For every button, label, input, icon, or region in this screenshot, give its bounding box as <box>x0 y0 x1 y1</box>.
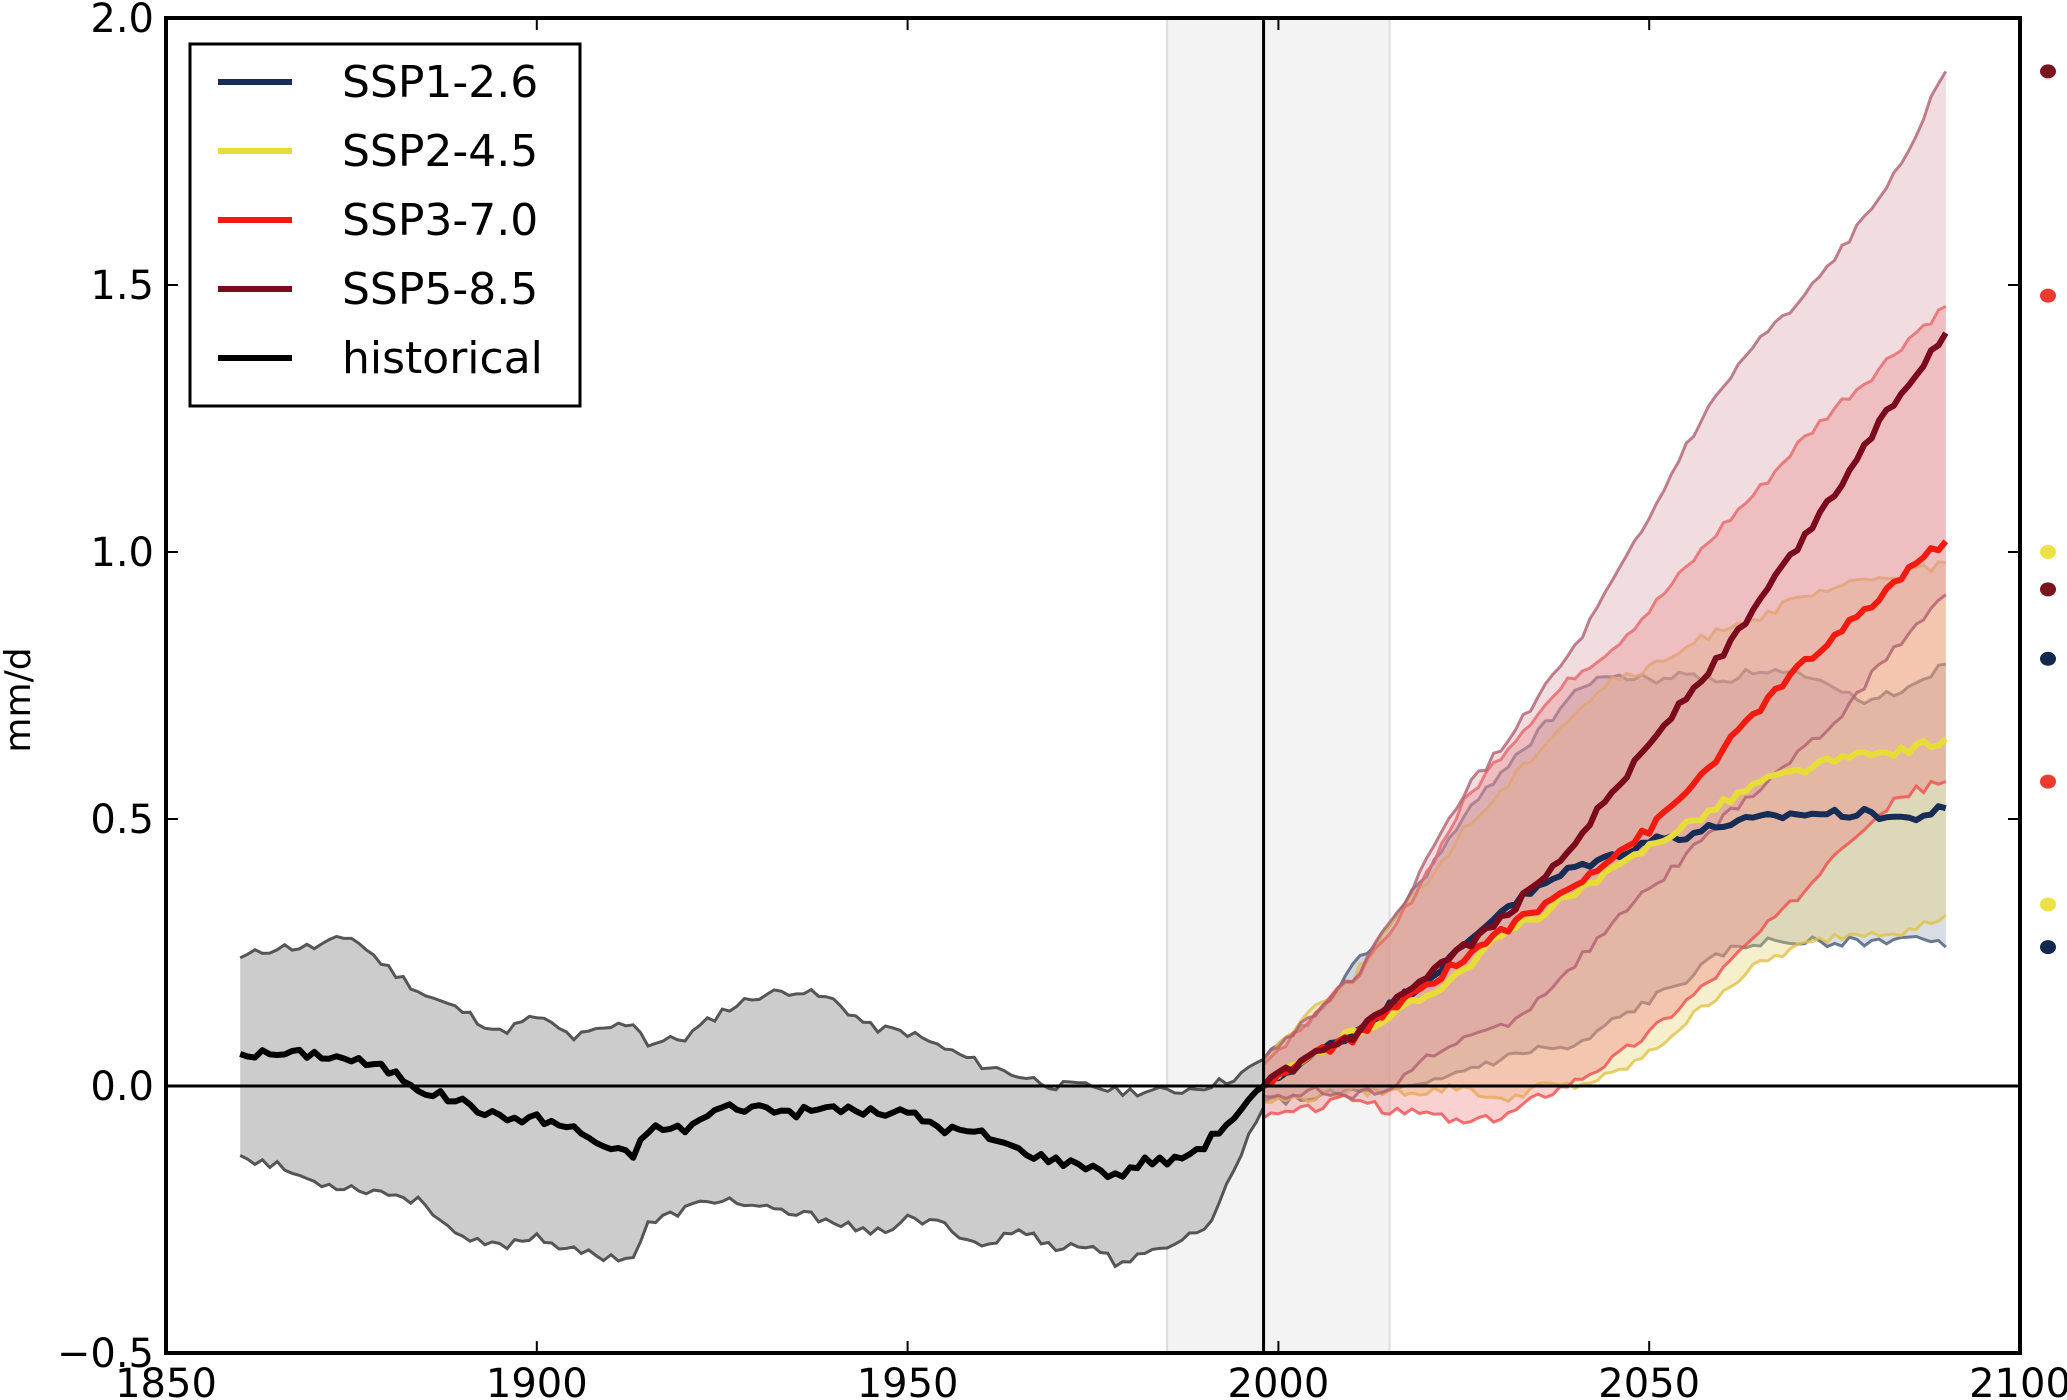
axes <box>164 16 2022 1355</box>
x-tick-label: 2000 <box>1228 1361 1330 1400</box>
band-ssp5-8-5 <box>1263 71 1946 1099</box>
plot-frame <box>164 16 2022 1355</box>
legend-label: SSP5-8.5 <box>342 264 538 315</box>
legend-label: SSP3-7.0 <box>342 195 538 246</box>
side-marker-ssp1-2-6 <box>2040 940 2056 955</box>
side-marker-ssp3-7-0 <box>2040 774 2056 789</box>
y-tick-label: −0.5 <box>57 1331 154 1377</box>
side-marker-ssp3-7-0 <box>2040 288 2056 303</box>
y-axis-label: mm/d <box>0 647 39 752</box>
y-tick-label: 2.0 <box>90 0 154 42</box>
x-tick-label: 1900 <box>486 1361 588 1400</box>
legend: SSP1-2.6 SSP2-4.5 SSP3-7.0 SSP5-8.5 historic… <box>188 42 582 408</box>
y-tick-label: 1.0 <box>90 530 154 576</box>
band-lower-ssp5-8-5 <box>1263 593 1947 1101</box>
side-marker-ssp5-8-5 <box>2040 582 2056 597</box>
side-marker-ssp2-4-5 <box>2040 897 2056 912</box>
x-tick-label: 1850 <box>115 1361 217 1400</box>
side-marker-ssp2-4-5 <box>2040 545 2056 559</box>
band-historical <box>240 936 1264 1267</box>
legend-label: historical <box>342 333 543 384</box>
line-ssp3-7-0 <box>1262 539 1949 1089</box>
x-tick-label: 2100 <box>1969 1361 2067 1400</box>
side-markers <box>2040 64 2056 955</box>
band-lower-ssp3-7-0 <box>1262 779 1947 1125</box>
band-upper-ssp3-7-0 <box>1262 305 1947 1066</box>
x-tick-label: 2050 <box>1598 1361 1700 1400</box>
y-tick-label: 0.0 <box>90 1064 154 1110</box>
x-tick-label: 1950 <box>857 1361 959 1400</box>
band-lower-ssp2-4-5 <box>1263 913 1947 1105</box>
legend-label: SSP2-4.5 <box>342 126 538 177</box>
y-tick-label: 0.5 <box>90 797 154 843</box>
side-marker-ssp1-2-6 <box>2040 651 2056 666</box>
line-ssp5-8-5 <box>1261 331 1949 1088</box>
legend-frame <box>188 42 582 408</box>
reference-lines <box>166 18 2020 1353</box>
band-upper-ssp5-8-5 <box>1262 70 1948 1061</box>
band-ssp3-7-0 <box>1263 306 1946 1124</box>
legend-label: SSP1-2.6 <box>342 57 538 108</box>
band-lower-historical <box>239 1106 1265 1269</box>
y-tick-label: 1.5 <box>90 263 154 309</box>
ticks: 1850 1900 1950 2000 2050 2100 −0.5 0.0 0.5 1.0 1.5… <box>57 0 2067 1400</box>
side-marker-ssp5-8-5 <box>2040 64 2056 79</box>
line-ssp2-4-5 <box>1261 736 1948 1089</box>
